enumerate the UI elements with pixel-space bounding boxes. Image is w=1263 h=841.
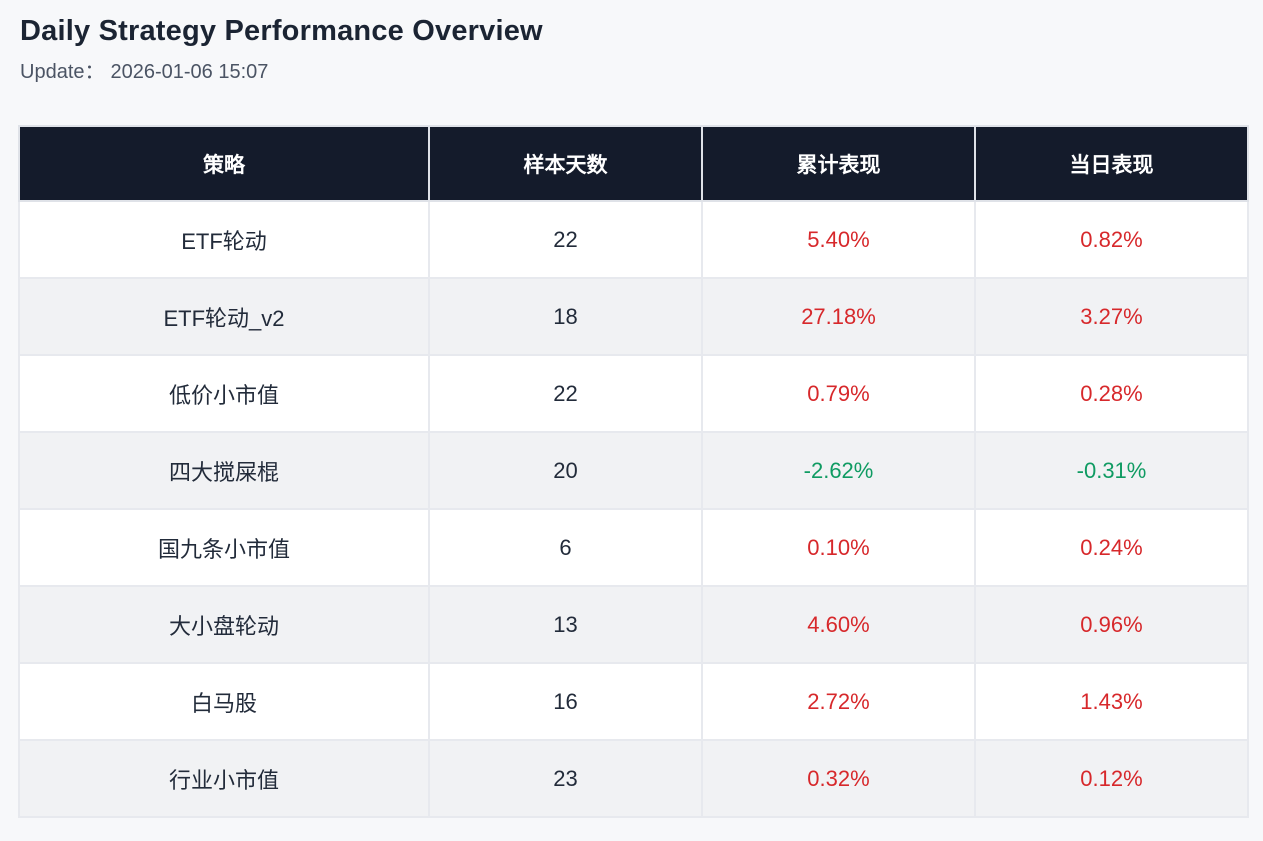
report-page: Daily Strategy Performance Overview Upda…	[18, 15, 1249, 818]
sample-days-cell: 13	[428, 585, 703, 664]
cumulative-performance-cell: -2.62%	[701, 431, 976, 510]
table-header-row: 策略 样本天数 累计表现 当日表现	[18, 125, 1249, 202]
daily-performance-cell: -0.31%	[974, 431, 1249, 510]
table-row: 国九条小市值 6 0.10% 0.24%	[18, 508, 1249, 587]
strategy-name-cell: 行业小市值	[18, 739, 430, 818]
cumulative-performance-cell: 5.40%	[701, 200, 976, 279]
column-header-cumulative-performance: 累计表现	[701, 125, 976, 202]
column-header-sample-days: 样本天数	[428, 125, 703, 202]
update-label: Update：	[20, 61, 105, 83]
strategy-name-cell: 四大搅屎棍	[18, 431, 430, 510]
sample-days-cell: 23	[428, 739, 703, 818]
table-row: ETF轮动_v2 18 27.18% 3.27%	[18, 277, 1249, 356]
sample-days-cell: 22	[428, 200, 703, 279]
table-row: 低价小市值 22 0.79% 0.28%	[18, 354, 1249, 433]
strategy-name-cell: 大小盘轮动	[18, 585, 430, 664]
table-row: 大小盘轮动 13 4.60% 0.96%	[18, 585, 1249, 664]
strategy-name-cell: ETF轮动	[18, 200, 430, 279]
table-header: 策略 样本天数 累计表现 当日表现	[18, 125, 1249, 202]
strategy-name-cell: 低价小市值	[18, 354, 430, 433]
daily-performance-cell: 1.43%	[974, 662, 1249, 741]
table-row: ETF轮动 22 5.40% 0.82%	[18, 200, 1249, 279]
sample-days-cell: 6	[428, 508, 703, 587]
sample-days-cell: 18	[428, 277, 703, 356]
table-row: 四大搅屎棍 20 -2.62% -0.31%	[18, 431, 1249, 510]
strategy-performance-table: 策略 样本天数 累计表现 当日表现 ETF轮动 22 5.40% 0.82% ETF轮动…	[18, 125, 1249, 818]
cumulative-performance-cell: 27.18%	[701, 277, 976, 356]
daily-performance-cell: 0.12%	[974, 739, 1249, 818]
table-row: 白马股 16 2.72% 1.43%	[18, 662, 1249, 741]
cumulative-performance-cell: 0.79%	[701, 354, 976, 433]
daily-performance-cell: 3.27%	[974, 277, 1249, 356]
column-header-daily-performance: 当日表现	[974, 125, 1249, 202]
strategy-name-cell: 白马股	[18, 662, 430, 741]
daily-performance-cell: 0.28%	[974, 354, 1249, 433]
update-time: 2026-01-06 15:07	[110, 61, 269, 83]
sample-days-cell: 16	[428, 662, 703, 741]
cumulative-performance-cell: 0.10%	[701, 508, 976, 587]
daily-performance-cell: 0.24%	[974, 508, 1249, 587]
sample-days-cell: 20	[428, 431, 703, 510]
strategy-name-cell: 国九条小市值	[18, 508, 430, 587]
strategy-table-body: ETF轮动 22 5.40% 0.82% ETF轮动_v2 18 27.18% 3.27% 低价…	[18, 200, 1249, 818]
update-timestamp: Update： 2026-01-06 15:07	[20, 59, 1247, 86]
daily-performance-cell: 0.96%	[974, 585, 1249, 664]
strategy-name-cell: ETF轮动_v2	[18, 277, 430, 356]
page-title: Daily Strategy Performance Overview	[20, 15, 543, 47]
table-row: 行业小市值 23 0.32% 0.12%	[18, 739, 1249, 818]
cumulative-performance-cell: 0.32%	[701, 739, 976, 818]
cumulative-performance-cell: 2.72%	[701, 662, 976, 741]
daily-performance-cell: 0.82%	[974, 200, 1249, 279]
column-header-strategy: 策略	[18, 125, 430, 202]
cumulative-performance-cell: 4.60%	[701, 585, 976, 664]
sample-days-cell: 22	[428, 354, 703, 433]
